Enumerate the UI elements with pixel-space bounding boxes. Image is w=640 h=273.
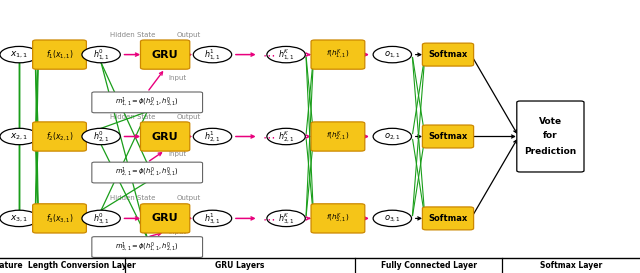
Text: $f(h^K_{1,1})$: $f(h^K_{1,1})$ [326, 48, 349, 61]
Text: Feature  Length Conversion Layer: Feature Length Conversion Layer [0, 261, 136, 270]
FancyBboxPatch shape [422, 125, 474, 148]
Circle shape [82, 128, 120, 145]
FancyBboxPatch shape [92, 162, 202, 183]
FancyBboxPatch shape [517, 101, 584, 172]
Circle shape [0, 46, 38, 63]
Circle shape [267, 46, 305, 63]
Text: Hidden State: Hidden State [111, 114, 156, 120]
Text: $f_3(x_{3,1})$: $f_3(x_{3,1})$ [45, 212, 74, 224]
Text: $m^1_{3,1}=\phi(h^0_{1,1},h^0_{2,1})$: $m^1_{3,1}=\phi(h^0_{1,1},h^0_{2,1})$ [115, 241, 179, 254]
Text: for: for [543, 131, 557, 140]
Circle shape [267, 210, 305, 227]
Circle shape [373, 210, 412, 227]
Circle shape [82, 210, 120, 227]
Text: $h^1_{2,1}$: $h^1_{2,1}$ [204, 129, 221, 144]
Text: Hidden State: Hidden State [111, 195, 156, 201]
FancyBboxPatch shape [311, 204, 365, 233]
FancyBboxPatch shape [33, 40, 86, 69]
Circle shape [0, 128, 38, 145]
Text: GRU: GRU [152, 213, 179, 223]
Text: Output: Output [177, 114, 201, 120]
Text: $h^1_{3,1}$: $h^1_{3,1}$ [204, 211, 221, 226]
Circle shape [82, 46, 120, 63]
Circle shape [373, 128, 412, 145]
Text: GRU Layers: GRU Layers [215, 261, 265, 270]
Text: Softmax Layer: Softmax Layer [540, 261, 602, 270]
Text: Input: Input [168, 229, 186, 235]
Text: Prediction: Prediction [524, 147, 577, 156]
Text: $h^1_{1,1}$: $h^1_{1,1}$ [204, 47, 221, 62]
FancyBboxPatch shape [141, 40, 189, 69]
Text: $x_{1,1}$: $x_{1,1}$ [10, 49, 28, 60]
Text: Softmax: Softmax [428, 50, 468, 59]
FancyBboxPatch shape [311, 40, 365, 69]
Text: $m^1_{1,1}=\phi(h^0_{2,1},h^0_{3,1})$: $m^1_{1,1}=\phi(h^0_{2,1},h^0_{3,1})$ [115, 96, 179, 109]
Text: $h^K_{3,1}$: $h^K_{3,1}$ [278, 211, 294, 226]
Circle shape [193, 46, 232, 63]
FancyBboxPatch shape [33, 122, 86, 151]
FancyBboxPatch shape [92, 92, 202, 113]
FancyBboxPatch shape [141, 122, 189, 151]
Text: $\cdots$: $\cdots$ [262, 48, 275, 61]
Text: $h^K_{1,1}$: $h^K_{1,1}$ [278, 47, 294, 62]
Text: Hidden State: Hidden State [111, 32, 156, 38]
Text: $o_{3,1}$: $o_{3,1}$ [384, 213, 401, 224]
Text: $f_1(x_{1,1})$: $f_1(x_{1,1})$ [45, 49, 74, 61]
Text: GRU: GRU [152, 132, 179, 141]
Circle shape [267, 128, 305, 145]
FancyBboxPatch shape [92, 237, 202, 257]
Text: $f_2(x_{2,1})$: $f_2(x_{2,1})$ [45, 130, 74, 143]
Text: $m^1_{2,1}=\phi(h^0_{1,1},h^0_{3,1})$: $m^1_{2,1}=\phi(h^0_{1,1},h^0_{3,1})$ [115, 166, 179, 179]
Text: Softmax: Softmax [428, 132, 468, 141]
FancyBboxPatch shape [422, 207, 474, 230]
Text: $o_{2,1}$: $o_{2,1}$ [384, 131, 401, 142]
FancyBboxPatch shape [311, 122, 365, 151]
Text: Output: Output [177, 195, 201, 201]
Text: Softmax: Softmax [428, 214, 468, 223]
Circle shape [0, 210, 38, 227]
Text: $x_{3,1}$: $x_{3,1}$ [10, 213, 28, 224]
Text: $o_{1,1}$: $o_{1,1}$ [384, 49, 401, 60]
Text: Input: Input [168, 151, 186, 157]
Text: GRU: GRU [152, 50, 179, 60]
Text: Input: Input [168, 75, 186, 81]
Circle shape [373, 46, 412, 63]
Text: Fully Connected Layer: Fully Connected Layer [381, 261, 477, 270]
Text: $h^0_{3,1}$: $h^0_{3,1}$ [93, 211, 109, 226]
FancyBboxPatch shape [33, 204, 86, 233]
FancyBboxPatch shape [422, 43, 474, 66]
Circle shape [193, 128, 232, 145]
Text: Vote: Vote [539, 117, 562, 126]
Circle shape [193, 210, 232, 227]
Text: Output: Output [177, 32, 201, 38]
Text: $\cdots$: $\cdots$ [262, 130, 275, 143]
FancyBboxPatch shape [141, 204, 189, 233]
Text: $h^0_{1,1}$: $h^0_{1,1}$ [93, 47, 109, 62]
Text: $f(h^K_{3,1})$: $f(h^K_{3,1})$ [326, 212, 349, 225]
Text: $f(h^K_{2,1})$: $f(h^K_{2,1})$ [326, 130, 349, 143]
Text: $x_{2,1}$: $x_{2,1}$ [10, 131, 28, 142]
Text: $h^0_{2,1}$: $h^0_{2,1}$ [93, 129, 109, 144]
Text: $\cdots$: $\cdots$ [262, 212, 275, 225]
Text: $h^K_{2,1}$: $h^K_{2,1}$ [278, 129, 294, 144]
